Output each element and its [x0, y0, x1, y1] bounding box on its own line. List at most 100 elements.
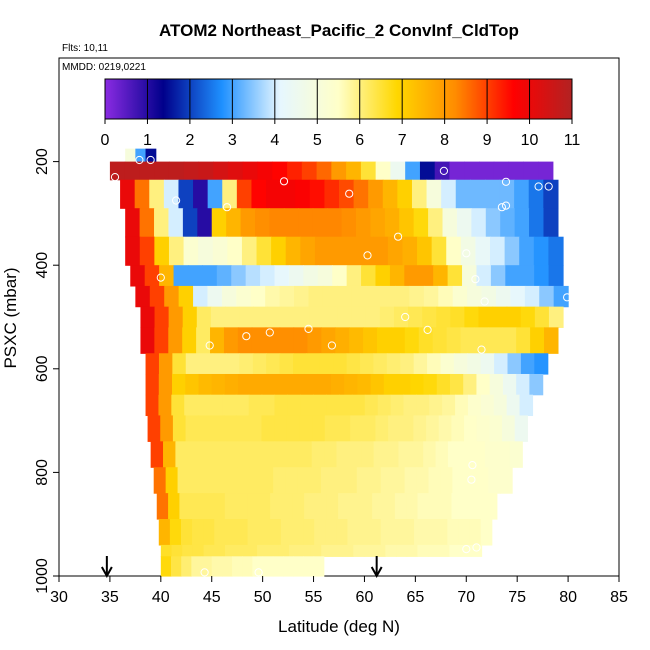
heatmap-cell [326, 394, 340, 417]
marker-point [146, 155, 155, 165]
heatmap-cell [456, 208, 472, 238]
heatmap-cell [145, 394, 160, 417]
heatmap-cell [288, 265, 304, 287]
marker-point [135, 155, 144, 165]
heatmap-cell [427, 353, 442, 375]
heatmap-cell [171, 544, 183, 557]
heatmap-cell [386, 353, 401, 375]
heatmap-cell [426, 415, 440, 442]
heatmap-cell [370, 373, 385, 396]
heatmap-cell [337, 415, 351, 442]
heatmap-cell [510, 285, 526, 308]
heatmap-cell [237, 327, 253, 354]
heatmap-cell [269, 208, 285, 238]
heatmap-cell [336, 441, 350, 468]
heatmap-cell [213, 493, 226, 520]
heatmap-cell [279, 327, 295, 354]
heatmap-cell [460, 544, 472, 557]
x-tick-label: 35 [101, 589, 119, 606]
heatmap-cell [199, 353, 214, 375]
heatmap-cell [322, 285, 338, 308]
heatmap-cell [476, 265, 492, 287]
heatmap-cell [182, 306, 198, 328]
heatmap-cell [356, 467, 370, 494]
y-tick-label: 200 [34, 148, 51, 175]
heatmap-cell [210, 415, 225, 442]
heatmap-cell [397, 373, 411, 396]
heatmap-cell [317, 373, 332, 396]
marker-point [563, 293, 572, 302]
heatmap-cell [390, 394, 405, 417]
heatmap-cell [418, 327, 434, 354]
heatmap-cell [440, 353, 455, 375]
heatmap-cell [192, 519, 204, 546]
heatmap-cell [377, 394, 392, 417]
heatmap-cell [344, 236, 360, 266]
colorbar-tick-label: 2 [185, 132, 194, 149]
flight-arrows [100, 556, 383, 579]
heatmap-cell [417, 544, 429, 557]
heatmap-cell [470, 179, 486, 209]
heatmap-cell [281, 493, 294, 520]
heatmap-cell [224, 373, 239, 396]
heatmap-cell [383, 373, 398, 396]
heatmap-cell [347, 519, 360, 546]
marker-point [462, 249, 471, 258]
heatmap-cell [192, 544, 205, 557]
heatmap-cell [353, 544, 365, 557]
colorbar-tick-label: 7 [398, 132, 407, 149]
heatmap-cell [168, 236, 185, 266]
heatmap-cell [181, 556, 192, 577]
heatmap-cell [528, 179, 544, 209]
marker-point [327, 341, 336, 350]
heatmap-cell [291, 373, 305, 396]
heatmap-cell [386, 441, 399, 468]
heatmap-cell [360, 353, 375, 375]
marker-point [497, 203, 506, 212]
heatmap-cell [309, 179, 325, 209]
heatmap-cell [442, 394, 456, 417]
heatmap-cell [231, 265, 247, 287]
heatmap-cell [211, 373, 226, 396]
heatmap-cell [508, 161, 524, 181]
heatmap-cell [203, 544, 215, 557]
heatmap-cell [210, 394, 224, 417]
marker-point [471, 275, 480, 284]
heatmap-cell [198, 236, 214, 266]
heatmap-cell [182, 208, 198, 238]
heatmap-cell [160, 556, 172, 577]
heatmap-cell [414, 519, 426, 546]
plot-frame [58, 57, 620, 577]
heatmap-cell [202, 493, 215, 520]
heatmap-cell [455, 394, 469, 417]
marker-point [534, 182, 543, 191]
heatmap-cell [323, 306, 339, 328]
heatmap-cell [387, 236, 404, 266]
heatmap-cell [344, 373, 358, 396]
x-tick-label: 70 [457, 589, 475, 606]
heatmap-cell [519, 265, 535, 287]
heatmap-cell [436, 519, 448, 546]
heatmap-cell [406, 493, 419, 520]
heatmap-cell [339, 394, 353, 417]
heatmap-cell [235, 394, 250, 417]
heatmap-cell [460, 327, 476, 354]
heatmap-cell [223, 327, 239, 354]
heatmap-cell [324, 179, 340, 209]
heatmap-cell [272, 556, 284, 577]
heatmap-cell [224, 306, 240, 328]
y-tick-label: 800 [34, 459, 51, 486]
heatmap-cell [516, 373, 530, 396]
heatmap-cell [265, 327, 281, 354]
heatmap-cell [277, 373, 292, 396]
heatmap-cell [144, 265, 160, 287]
heatmap-cell [369, 519, 382, 546]
heatmap-cell [506, 394, 521, 417]
heatmap-cell [211, 208, 227, 238]
heatmap-cell [173, 265, 189, 287]
heatmap-cell [438, 544, 451, 557]
heatmap-cell [212, 441, 226, 468]
marker-point [156, 273, 165, 282]
heatmap-cell [303, 556, 315, 577]
